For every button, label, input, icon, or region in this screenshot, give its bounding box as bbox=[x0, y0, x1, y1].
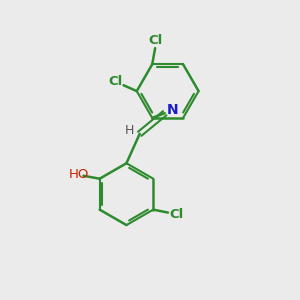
Text: HO: HO bbox=[68, 168, 89, 181]
Text: Cl: Cl bbox=[148, 34, 163, 47]
Text: Cl: Cl bbox=[169, 208, 183, 220]
Text: Cl: Cl bbox=[108, 75, 123, 88]
Text: N: N bbox=[166, 103, 178, 117]
Text: H: H bbox=[125, 124, 134, 137]
